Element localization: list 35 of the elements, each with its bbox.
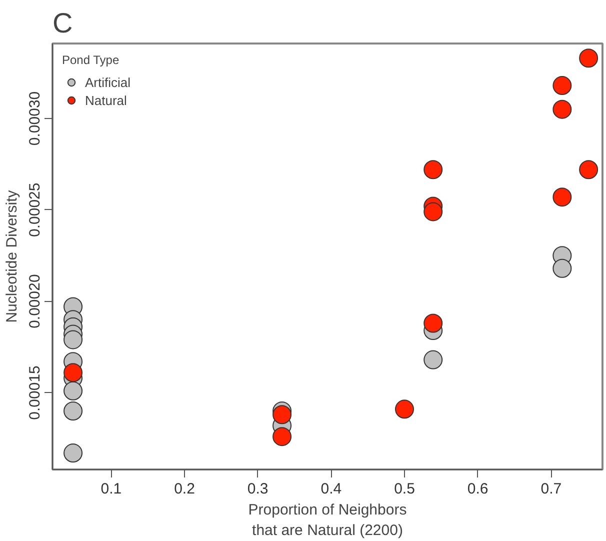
point [424,202,443,222]
x-axis-title: Proportion of Neighbors that are Natural (2200) [248,502,407,539]
point [64,363,83,382]
x-tick-label: 0.5 [394,480,415,498]
point [424,160,443,180]
point [64,381,83,400]
x-tick-label: 0.4 [320,480,342,498]
y-tick-label: 0.00030 [26,91,44,146]
point [272,405,292,424]
legend-label: Natural [85,92,127,108]
point [64,444,83,463]
point [552,100,572,119]
x-tick-label: 0.6 [467,480,488,498]
point [395,400,414,419]
point [552,76,572,96]
point [579,160,598,180]
point [64,402,83,420]
y-tick-label: 0.00025 [26,182,44,237]
point [424,314,443,333]
y-tick-label: 0.00020 [26,274,44,328]
x-tick-label: 0.2 [174,480,195,498]
point [552,258,572,278]
point [424,350,443,370]
point [552,188,572,207]
x-tick-label: 0.1 [100,480,122,498]
x-tick-label: 0.3 [247,480,268,498]
chart-title: C [52,8,73,38]
x-tick-label: 0.7 [540,480,562,498]
y-tick-label: 0.00015 [26,366,44,420]
point [579,48,598,68]
legend-title: Pond Type [62,53,120,67]
legend-label: Artificial [85,74,131,90]
point [64,330,83,350]
y-axis-title: Nucleotide Diversity [4,190,20,323]
point [272,427,292,446]
